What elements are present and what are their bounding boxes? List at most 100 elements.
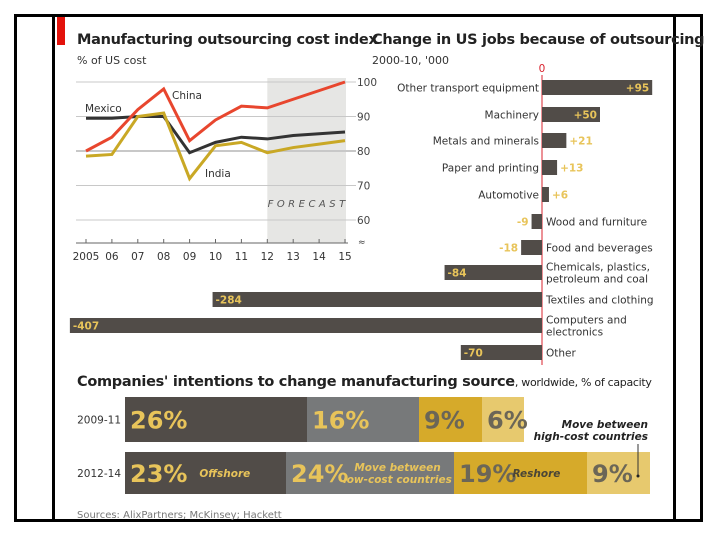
- jobs-chart-title: Change in US jobs because of outsourcing: [372, 32, 705, 48]
- intentions-segment-offshore: [125, 397, 307, 442]
- intentions-title-suffix: , worldwide, % of capacity: [514, 376, 652, 389]
- jobs-data-label: -18: [499, 243, 518, 255]
- jobs-category-label: Other transport equipment: [397, 83, 539, 95]
- jobs-bar: [542, 80, 653, 95]
- intentions-segment-reshore: [419, 397, 482, 442]
- jobs-data-label: -70: [464, 348, 483, 360]
- x-tick-label: 15: [338, 251, 351, 263]
- series-label-china: China: [172, 90, 202, 102]
- jobs-data-label: -9: [517, 217, 529, 229]
- intentions-pct-label: 9%: [424, 407, 465, 435]
- x-tick-label: 07: [131, 251, 144, 263]
- jobs-data-label: -407: [73, 321, 99, 333]
- jobs-data-label: +21: [569, 136, 592, 148]
- axis-break-icon: ≈: [358, 238, 366, 248]
- intentions-segment-move-between-high-cost-countries: [482, 397, 524, 442]
- jobs-bar: [212, 292, 542, 307]
- jobs-data-label: +6: [552, 190, 568, 202]
- intentions-pct-label: 19%: [459, 460, 516, 488]
- jobs-bar: [460, 345, 542, 360]
- x-tick-label: 11: [235, 251, 248, 263]
- jobs-bar: [521, 240, 542, 255]
- forecast-label: FORECAST: [268, 199, 349, 210]
- jobs-data-label: -284: [216, 295, 242, 307]
- jobs-data-label: -84: [448, 268, 467, 280]
- y-tick-label: 90: [357, 112, 370, 124]
- intentions-pct-label: 23%: [130, 460, 187, 488]
- jobs-data-label: +95: [626, 83, 649, 95]
- series-label-mexico: Mexico: [85, 103, 122, 115]
- jobs-chart-subtitle: 2000-10, '000: [372, 54, 449, 67]
- x-tick-label: 12: [261, 251, 274, 263]
- jobs-category-label: Automotive: [478, 190, 539, 202]
- x-tick-label: 10: [209, 251, 222, 263]
- intentions-segment-name: Reshore: [512, 468, 560, 480]
- intentions-pct-label: 26%: [130, 407, 187, 435]
- intentions-title-bold: Companies' intentions to change manufact…: [77, 374, 515, 390]
- jobs-category-label: Wood and furniture: [546, 217, 647, 229]
- brand-red-tab: [57, 17, 65, 45]
- jobs-category-label: Paper and printing: [442, 163, 539, 175]
- line-chart-title: Manufacturing outsourcing cost index: [77, 32, 378, 48]
- jobs-category-label: petroleum and coal: [546, 274, 648, 286]
- jobs-bar: [69, 318, 542, 333]
- jobs-category-label: Machinery: [485, 110, 539, 122]
- line-chart-subtitle: % of US cost: [77, 54, 147, 67]
- intentions-period-label: 2012-14: [77, 468, 121, 480]
- frame-inner-right-line: [673, 14, 676, 522]
- x-tick-label: 09: [183, 251, 196, 263]
- intentions-chart-title: Companies' intentions to change manufact…: [77, 374, 652, 390]
- line-chart: FORECAST 100 90 80 70 60 ≈2005 06 07 08 09 10 11 12 13…: [73, 77, 377, 263]
- intentions-segment-name: low-cost countries: [343, 474, 452, 486]
- high-cost-callout-label: high-cost countries: [534, 431, 648, 443]
- jobs-category-label: Chemicals, plastics,: [546, 262, 650, 274]
- forecast-band: [267, 78, 346, 243]
- series-line-china: [85, 80, 346, 153]
- jobs-bar: [531, 214, 542, 229]
- y-tick-label: 60: [357, 215, 370, 227]
- source-note: Sources: AlixPartners; McKinsey; Hackett: [77, 510, 282, 521]
- image-frame: [14, 14, 703, 522]
- jobs-data-label: +50: [574, 110, 597, 122]
- jobs-bar: [542, 107, 600, 122]
- intentions-period-label: 2009-11: [77, 415, 121, 427]
- jobs-bar: [444, 265, 542, 280]
- jobs-data-label: +13: [560, 163, 583, 175]
- high-cost-callout-label: Move between: [562, 419, 648, 431]
- series-label-india: India: [205, 168, 231, 180]
- intentions-segment-move-between-low-cost-countries: [307, 397, 419, 442]
- x-tick-label: 08: [157, 251, 170, 263]
- jobs-category-label: Metals and minerals: [433, 136, 539, 148]
- jobs-category-label: Other: [546, 348, 576, 360]
- intentions-segment-name: Offshore: [199, 468, 250, 480]
- x-tick-label: 14: [312, 251, 326, 263]
- jobs-bar: [542, 133, 567, 148]
- intentions-pct-label: 9%: [592, 460, 633, 488]
- x-tick-label: 06: [105, 251, 119, 263]
- series-line-india: [85, 111, 346, 182]
- jobs-bar: [542, 187, 549, 202]
- jobs-bar: [542, 160, 558, 175]
- zero-axis-label: 0: [539, 63, 546, 75]
- jobs-category-label: Computers and: [546, 315, 627, 327]
- jobs-category-label: Textiles and clothing: [545, 295, 654, 307]
- intentions-stacked-chart: 2009-11 26% 16% 9% 6% 2012-14 23% Offshore 24% Mo…: [77, 397, 650, 494]
- intentions-segment-name: Move between: [354, 462, 440, 474]
- jobs-category-label: electronics: [546, 327, 603, 339]
- intentions-segment-offshore: [125, 452, 286, 494]
- callout-leader-dot: [636, 474, 640, 478]
- y-tick-label: 80: [357, 146, 370, 158]
- intentions-segment-move-between-low-cost-countries: [286, 452, 454, 494]
- intentions-pct-label: 16%: [312, 407, 369, 435]
- intentions-segment-move-between-high-cost-countries: [587, 452, 650, 494]
- frame-inner-left-line: [52, 14, 55, 522]
- intentions-segment-reshore: [454, 452, 587, 494]
- intentions-pct-label: 6%: [487, 407, 528, 435]
- y-tick-label: 100: [357, 77, 377, 89]
- y-tick-label: 70: [357, 181, 370, 193]
- x-tick-label: 2005: [73, 251, 100, 263]
- jobs-bar-chart: 0 +95 Other transport equipment +50 Machiner…: [69, 63, 654, 365]
- x-tick-label: 13: [287, 251, 300, 263]
- intentions-pct-label: 24%: [291, 460, 348, 488]
